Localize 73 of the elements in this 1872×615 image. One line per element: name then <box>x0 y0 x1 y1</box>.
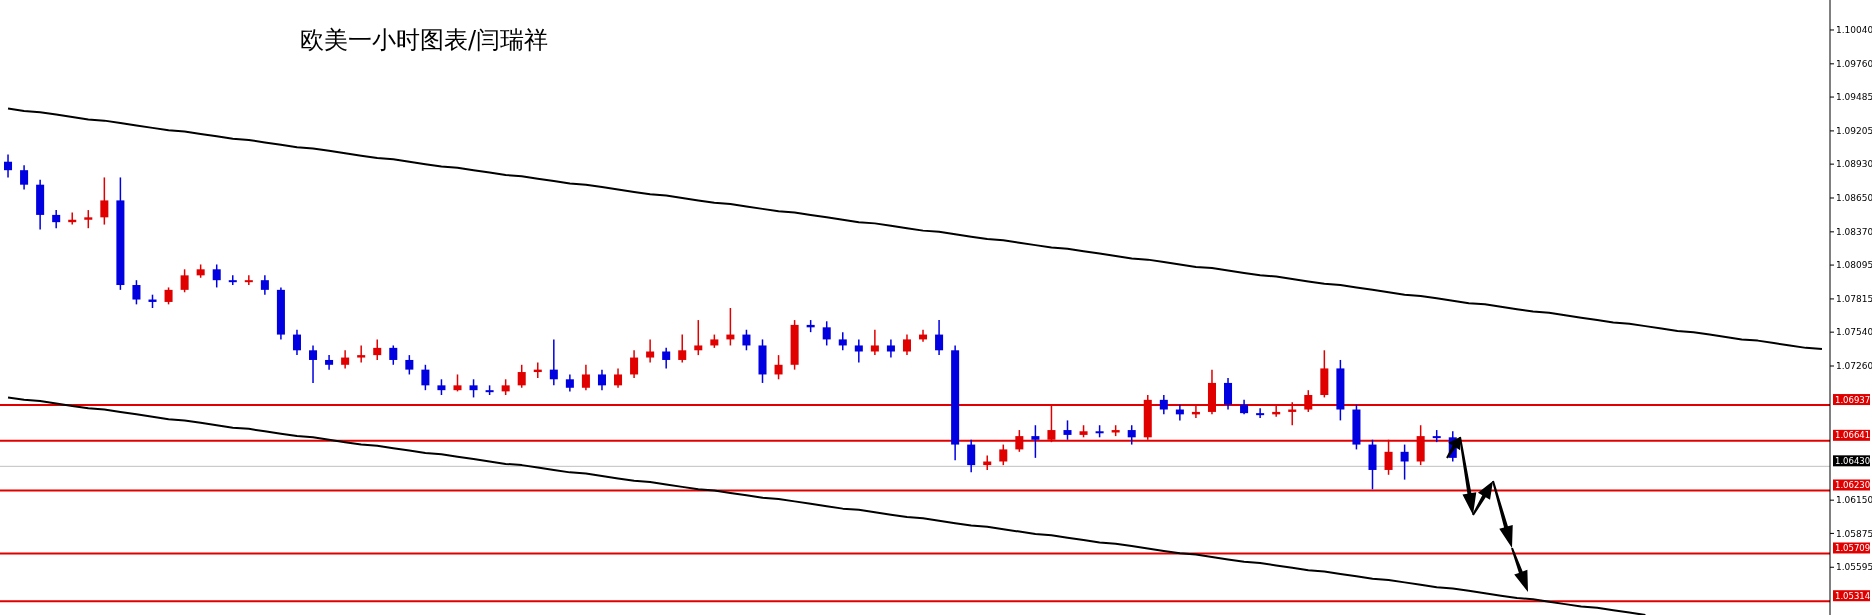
candlestick <box>52 209 61 229</box>
y-tick-label: 1.08650 <box>1836 193 1872 204</box>
candlestick <box>325 354 334 371</box>
candlestick <box>180 268 189 294</box>
candlestick <box>1063 419 1072 441</box>
candlestick <box>373 338 382 361</box>
candlestick <box>838 331 847 352</box>
candlestick <box>614 367 623 389</box>
candlestick <box>341 349 350 370</box>
candlestick <box>662 347 671 370</box>
candlestick <box>694 319 703 356</box>
candlestick <box>212 263 221 289</box>
candlestick <box>1159 394 1168 416</box>
y-tick-label: 1.09485 <box>1836 92 1872 103</box>
candlestick <box>999 443 1008 466</box>
candlestick <box>100 176 109 226</box>
candlestick <box>244 274 253 286</box>
text: 欧美一小时图表/闫瑞祥 <box>300 26 549 54</box>
candlestick <box>260 274 269 296</box>
candlestick <box>630 349 639 379</box>
candlestick <box>1127 424 1136 446</box>
candlestick <box>84 209 93 229</box>
candlestick <box>1224 377 1233 411</box>
y-tick-label: 1.07815 <box>1836 294 1872 305</box>
y-tick-label: 1.09205 <box>1836 126 1872 137</box>
candlestick <box>983 454 992 471</box>
candlestick <box>870 328 879 356</box>
candlestick <box>902 333 911 356</box>
candlestick <box>469 378 478 399</box>
y-tick-label: 1.10040 <box>1836 25 1872 36</box>
y-tick-label: 1.07260 <box>1836 361 1872 372</box>
candlestick <box>646 338 655 364</box>
ref-line-label: 1.05709 <box>1835 542 1871 553</box>
ref-line-label: 1.06641 <box>1835 430 1871 441</box>
ref-line-label: 1.05314 <box>1835 590 1871 601</box>
candlestick <box>597 368 606 391</box>
candlestick <box>292 328 301 356</box>
y-tick-label: 1.08370 <box>1836 227 1872 238</box>
candlestick <box>742 328 751 352</box>
candlestick <box>774 354 783 381</box>
candlestick <box>228 274 237 286</box>
y-tick-label: 1.05875 <box>1836 528 1872 539</box>
candlestick <box>581 364 590 391</box>
y-tick-label: 1.08095 <box>1836 260 1872 271</box>
candlestick <box>935 319 944 356</box>
candlestick <box>20 164 29 191</box>
candlestick <box>678 333 687 364</box>
line-series <box>7 107 1823 351</box>
y-tick-label: 1.05595 <box>1836 562 1872 573</box>
ref-line-label: 1.06230 <box>1835 480 1871 490</box>
candlestick <box>357 344 366 364</box>
candlestick <box>4 153 13 179</box>
candlestick <box>967 438 976 474</box>
candlestick <box>389 344 398 366</box>
candlestick <box>405 354 414 376</box>
candlestick <box>1031 424 1040 459</box>
candlestick <box>822 320 831 347</box>
y-tick-label: 1.06150 <box>1836 495 1872 506</box>
candlestick <box>421 364 430 391</box>
ref-line-label: 1.06937 <box>1835 394 1871 405</box>
candlestick <box>1256 407 1265 419</box>
candlestick <box>854 338 863 364</box>
y-tick-label: 1.08930 <box>1836 159 1872 170</box>
y-tick-label: 1.07540 <box>1836 327 1872 338</box>
line-series <box>7 396 1647 615</box>
candlestick <box>517 364 526 389</box>
candlestick <box>549 338 558 387</box>
ref-line-label: 1.06430 <box>1835 455 1871 466</box>
y-tick-label: 1.09760 <box>1836 59 1872 70</box>
candlestick <box>309 344 318 384</box>
candlestick <box>1400 443 1409 481</box>
candlestick <box>132 279 141 306</box>
candlestick <box>886 338 895 359</box>
